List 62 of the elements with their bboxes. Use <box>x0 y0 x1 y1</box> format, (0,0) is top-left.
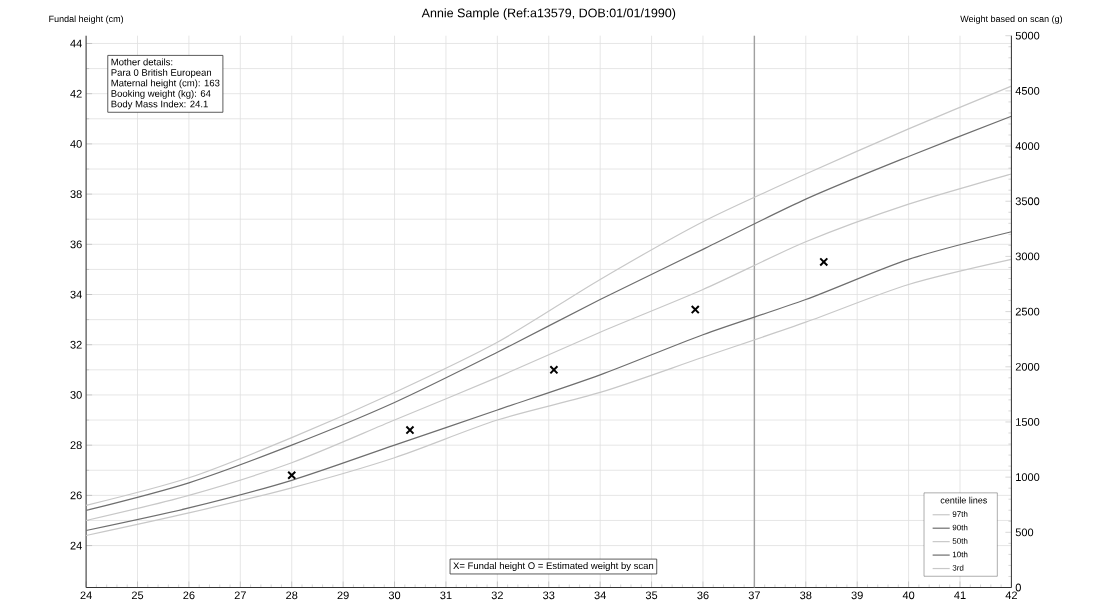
annotation: Booking weight (kg): 64 <box>111 89 211 99</box>
legend-title: centile lines <box>940 496 987 504</box>
y2-tick-label: 0 <box>1015 583 1021 592</box>
x-tick-label: 34 <box>594 591 606 600</box>
legend-label: 10th <box>952 551 968 558</box>
y2-tick-label: 4000 <box>1015 142 1040 150</box>
x-tick-label: 36 <box>697 591 709 600</box>
x-tick-label: 33 <box>543 591 555 600</box>
x-tick-label: 25 <box>131 591 144 600</box>
y2-tick-label: 3500 <box>1015 197 1040 206</box>
point <box>549 365 559 375</box>
legend-label: 97th <box>952 511 968 517</box>
legend-label: 3rd <box>952 564 964 571</box>
x-tick-label: 27 <box>234 591 246 600</box>
point <box>690 305 700 315</box>
y2-tick-label: 3000 <box>1015 252 1040 261</box>
x-tick-label: 28 <box>286 591 298 600</box>
x-tick-label: 32 <box>491 591 503 600</box>
y-tick-label: 28 <box>70 441 82 450</box>
x-tick-label: 30 <box>388 591 401 600</box>
y-tick-label: 24 <box>70 541 82 550</box>
point <box>405 425 415 435</box>
x-tick-label: 24 <box>80 591 92 600</box>
y2-tick-label: 1500 <box>1016 418 1040 426</box>
y2-tick-label: 2000 <box>1015 362 1040 371</box>
y-tick-label: 42 <box>70 89 82 98</box>
x-tick-label: 35 <box>645 591 658 600</box>
point <box>287 470 297 480</box>
x-tick-label: 40 <box>902 591 915 600</box>
y2-tick-label: 5000 <box>1015 31 1040 40</box>
annotation: Mother details: <box>111 58 173 66</box>
point <box>819 257 829 267</box>
x-tick-label: 29 <box>337 591 349 600</box>
line-series <box>85 173 1013 522</box>
chart-title: Annie Sample (Ref:a13579, DOB:01/01/1990) <box>421 8 676 20</box>
y2-tick-label: 2500 <box>1015 307 1040 316</box>
x-tick-label: 41 <box>954 591 966 599</box>
annotation: Maternal height (cm): 163 <box>111 79 220 89</box>
x-tick-label: 37 <box>748 591 760 600</box>
legend-label: 50th <box>952 537 968 544</box>
annotation: Body Mass Index: 24.1 <box>111 100 208 110</box>
legend-label: 90th <box>952 524 968 531</box>
y-tick-label: 32 <box>70 340 82 349</box>
x-tick-label: 38 <box>800 591 812 600</box>
x-tick-label: 31 <box>440 591 452 600</box>
y-tick-label: 40 <box>70 140 82 148</box>
y2-tick-label: 1000 <box>1016 473 1040 482</box>
y-tick-label: 26 <box>70 491 82 500</box>
annotation: X= Fundal height O = Estimated weight by scan <box>453 562 654 571</box>
y-tick-label: 34 <box>70 290 82 299</box>
annotation: Para 0 British European <box>111 68 212 78</box>
y-tick-label: 36 <box>70 240 82 249</box>
x-tick-label: 39 <box>851 591 863 600</box>
x-tick-label: 42 <box>1005 591 1017 600</box>
y2-tick-label: 500 <box>1015 528 1034 537</box>
x-tick-label: 26 <box>183 591 195 600</box>
y-tick-label: 44 <box>70 39 82 48</box>
y2-tick-label: 4500 <box>1015 87 1040 95</box>
y2-axis-title: Weight based on scan (g) <box>960 15 1063 24</box>
y-axis-title: Fundal height (cm) <box>49 15 124 24</box>
y-tick-label: 38 <box>70 190 82 198</box>
y-tick-label: 30 <box>70 391 82 399</box>
